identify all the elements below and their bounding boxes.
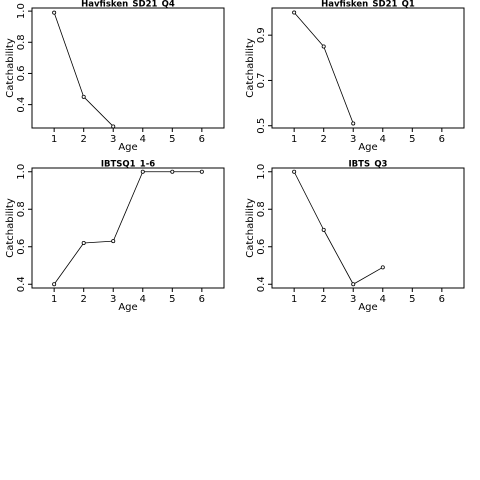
series-line-segment (53, 242, 85, 285)
x-tick-label: 1 (51, 134, 57, 145)
plot-frame (31, 167, 225, 289)
y-tick-label: 0.9 (256, 27, 267, 43)
chart-title: Havfisken_SD21_Q1 (321, 0, 415, 10)
x-tick-label: 5 (169, 134, 175, 145)
x-tick-label: 6 (199, 294, 205, 305)
data-point (81, 94, 86, 99)
series-line-segment (323, 229, 354, 285)
x-tick-label: 1 (291, 134, 297, 145)
x-tick-label: 4 (380, 134, 386, 145)
series-line-segment (323, 46, 354, 124)
series-line-segment (53, 12, 85, 97)
plot-frame (271, 7, 465, 129)
series-line-segment (83, 96, 114, 127)
x-tick-label: 5 (409, 134, 415, 145)
data-point (351, 282, 356, 287)
x-tick-label: 2 (81, 134, 87, 145)
data-point (140, 169, 145, 174)
chart-panel: Havfisken_SD21_Q1 1 2 3 4 5 6 0.5 0.7 0.9 Age Catch… (245, 0, 465, 153)
data-point (111, 124, 116, 129)
x-tick-label: 6 (439, 294, 445, 305)
data-point (321, 44, 326, 49)
x-tick-label: 3 (110, 134, 116, 145)
x-tick-label: 5 (409, 294, 415, 305)
y-tick-label: 0.4 (256, 276, 267, 292)
chart-title: IBTSQ1_1-6 (101, 160, 155, 170)
x-axis-label: Age (118, 302, 137, 313)
y-tick-label: 0.4 (16, 276, 27, 292)
data-point (351, 121, 356, 126)
y-tick-label: 0.8 (16, 34, 27, 50)
x-tick-label: 2 (81, 294, 87, 305)
y-tick-label: 0.8 (16, 201, 27, 217)
data-point (380, 265, 385, 270)
data-point (321, 227, 326, 232)
chart-title: Havfisken_SD21_Q4 (81, 0, 175, 10)
data-point (81, 240, 86, 245)
series-line-segment (83, 240, 114, 244)
x-tick-label: 4 (140, 134, 146, 145)
x-tick-label: 6 (199, 134, 205, 145)
y-tick-label: 0.5 (256, 118, 267, 134)
chart-title: IBTS_Q3 (349, 160, 388, 170)
y-tick-label: 0.8 (256, 201, 267, 217)
plot-frame (271, 167, 465, 289)
data-point (199, 169, 204, 174)
y-axis-label: Catchability (5, 38, 16, 98)
y-axis-label: Catchability (245, 198, 256, 258)
x-tick-label: 6 (439, 134, 445, 145)
y-tick-label: 0.6 (16, 239, 27, 255)
x-tick-label: 5 (169, 294, 175, 305)
y-tick-label: 0.4 (16, 97, 27, 113)
y-tick-label: 0.7 (256, 72, 267, 88)
series-line-segment (293, 171, 325, 231)
x-tick-label: 4 (380, 294, 386, 305)
y-axis-label: Catchability (245, 38, 256, 98)
x-tick-label: 2 (321, 294, 327, 305)
x-axis-label: Age (118, 142, 137, 153)
y-tick-label: 1.0 (16, 3, 27, 19)
y-tick-label: 0.6 (256, 239, 267, 255)
chart-panel: IBTS_Q3 1 2 3 4 5 6 0.4 0.6 0.8 1.0 Age Catchability (245, 160, 465, 313)
x-tick-label: 1 (291, 294, 297, 305)
x-tick-label: 3 (350, 134, 356, 145)
x-tick-label: 2 (321, 134, 327, 145)
chart-panel: IBTSQ1_1-6 1 2 3 4 5 6 0.4 0.6 0.8 1.0 Age Catchabil… (5, 160, 225, 313)
x-tick-label: 4 (140, 294, 146, 305)
x-tick-label: 3 (110, 294, 116, 305)
series-line-segment (293, 12, 324, 47)
series-line-segment (353, 267, 383, 285)
x-tick-label: 1 (51, 294, 57, 305)
y-tick-label: 1.0 (256, 164, 267, 180)
data-point (52, 282, 57, 287)
y-axis-label: Catchability (5, 198, 16, 258)
series-line-segment (112, 171, 144, 242)
data-point (111, 239, 116, 244)
data-point (52, 10, 57, 15)
data-point (292, 169, 297, 174)
x-tick-label: 3 (350, 294, 356, 305)
plot-frame (31, 7, 225, 129)
data-point (292, 10, 297, 15)
y-tick-label: 1.0 (16, 164, 27, 180)
x-axis-label: Age (358, 142, 377, 153)
data-point (170, 169, 175, 174)
x-axis-label: Age (358, 302, 377, 313)
y-tick-label: 0.6 (16, 66, 27, 82)
chart-panel: Havfisken_SD21_Q4 1 2 3 4 5 6 0.4 0.6 0.8 1.0 Age Ca… (5, 0, 225, 153)
